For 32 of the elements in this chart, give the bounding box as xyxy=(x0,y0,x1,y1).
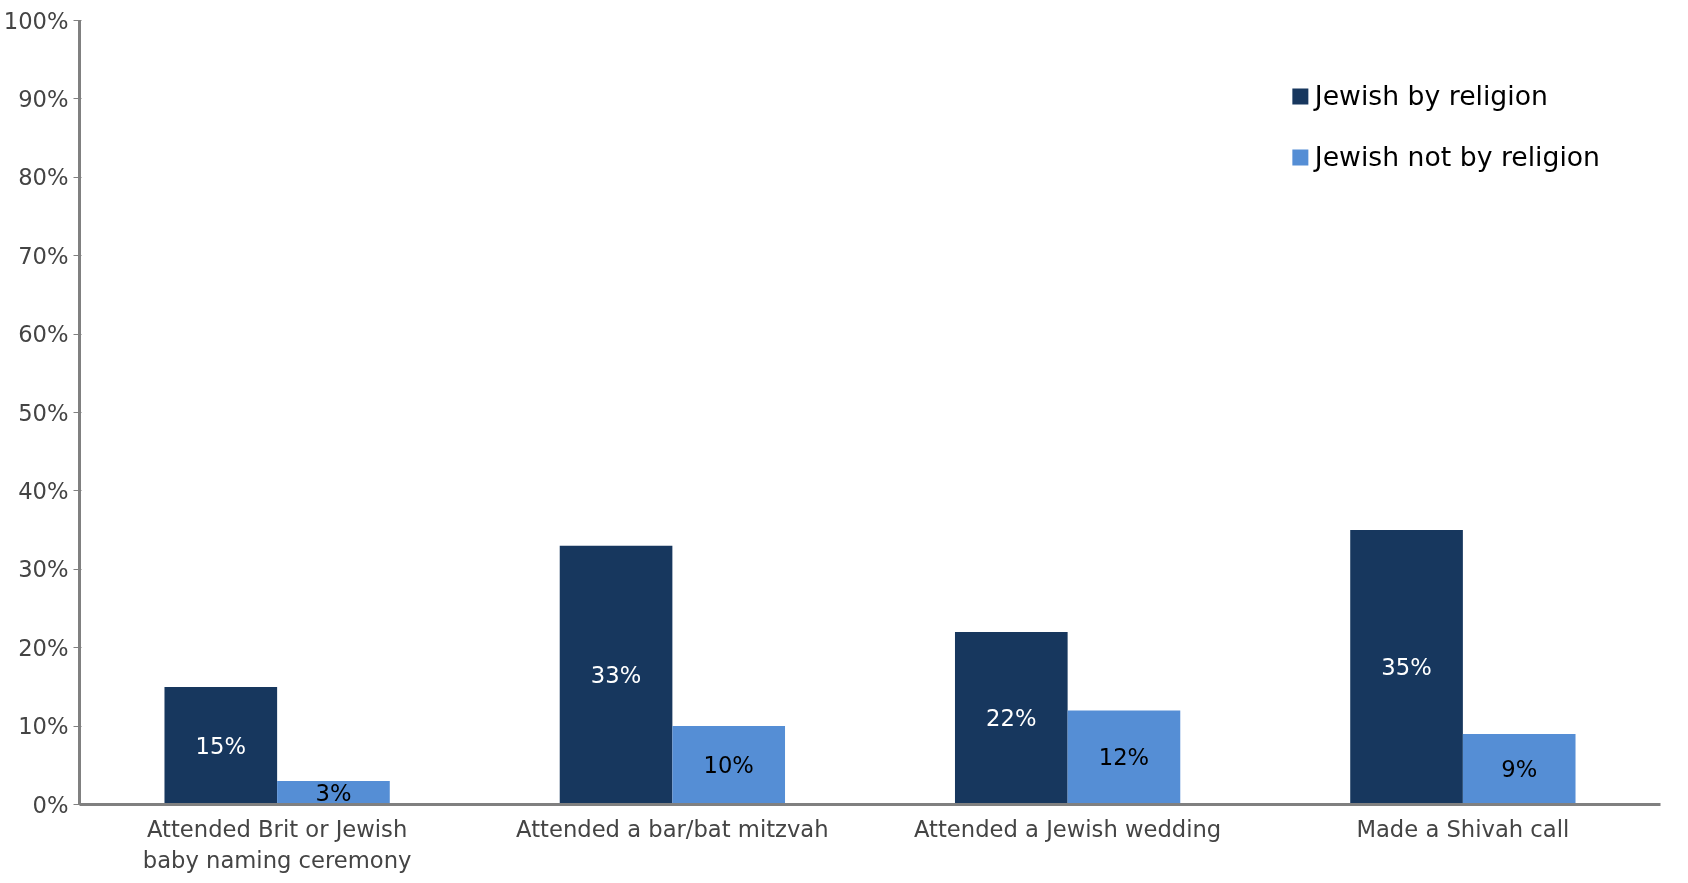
data-label: 10% xyxy=(703,752,754,779)
data-label: 3% xyxy=(315,779,352,806)
data-label: 12% xyxy=(1098,744,1150,771)
y-tick-label: 10% xyxy=(18,713,69,740)
y-tick-label: 30% xyxy=(18,556,69,583)
x-tick-label: Attended a Jewish wedding xyxy=(914,815,1222,842)
y-tick-label: 70% xyxy=(18,242,69,269)
x-tick-label: Attended a bar/bat mitzvah xyxy=(516,815,829,842)
data-label: 22% xyxy=(986,705,1037,732)
data-label: 9% xyxy=(1501,756,1538,783)
y-tick-label: 50% xyxy=(18,399,69,426)
data-label: 33% xyxy=(590,662,642,689)
legend-label: Jewish by religion xyxy=(1314,80,1548,111)
legend-label: Jewish not by religion xyxy=(1314,141,1600,172)
x-tick-label: Made a Shivah call xyxy=(1356,815,1570,842)
y-tick-label: 90% xyxy=(18,85,69,112)
bar xyxy=(672,726,786,805)
y-tick-label: 40% xyxy=(18,477,69,504)
data-label: 15% xyxy=(195,732,246,759)
bar xyxy=(1067,710,1181,805)
y-tick-label: 60% xyxy=(18,321,69,348)
y-tick-label: 100% xyxy=(3,7,69,34)
bar xyxy=(1462,733,1576,805)
bar xyxy=(164,686,278,805)
bar xyxy=(954,632,1068,805)
y-tick-label: 20% xyxy=(18,634,69,661)
data-label: 35% xyxy=(1381,654,1432,681)
bar xyxy=(559,545,673,805)
y-tick-label: 80% xyxy=(18,164,69,191)
bar xyxy=(1350,530,1463,805)
y-tick-label: 0% xyxy=(32,791,69,818)
x-tick-label: Attended Brit or Jewish baby naming ceremony xyxy=(142,815,412,873)
